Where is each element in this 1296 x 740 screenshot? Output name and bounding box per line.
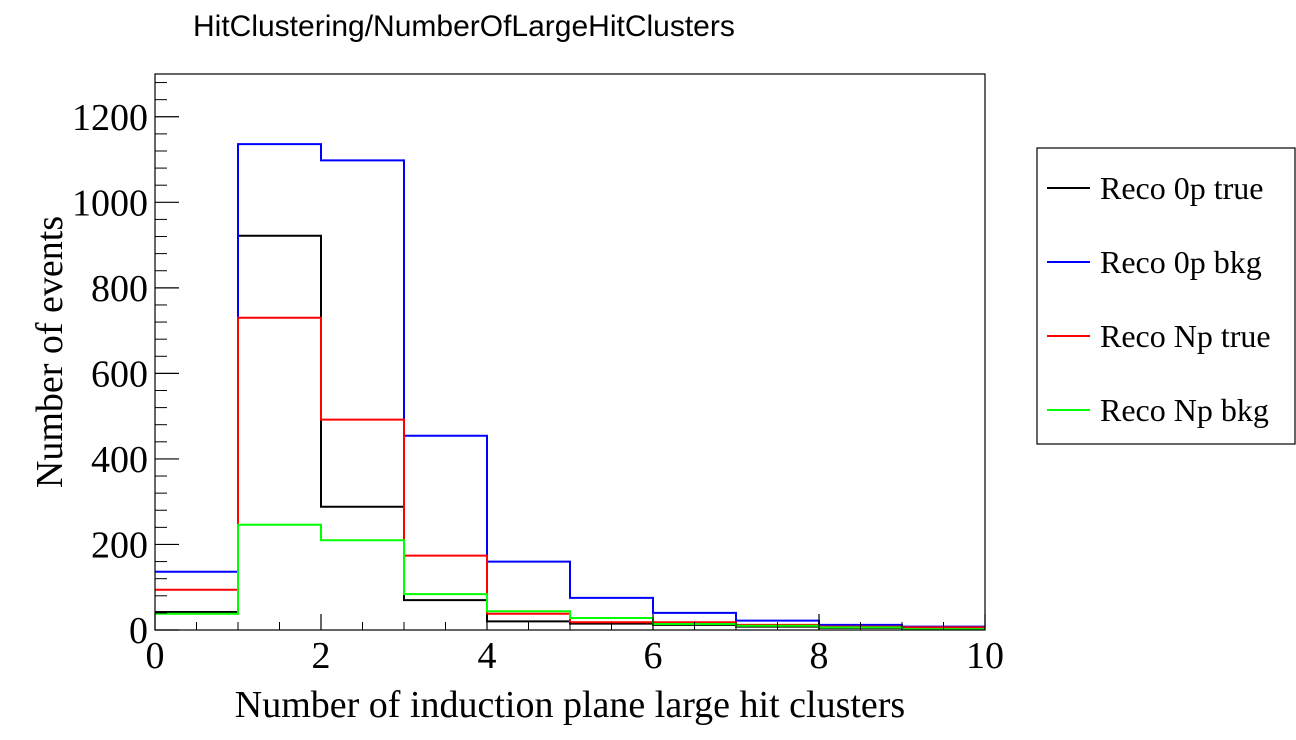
x-tick-label: 8 [810, 635, 829, 677]
series-layer [155, 143, 985, 631]
x-tick-label: 6 [644, 635, 663, 677]
legend: Reco 0p true Reco 0p bkg Reco Np true Reco … [1036, 147, 1296, 445]
legend-entries: Reco 0p true Reco 0p bkg Reco Np true Reco … [1047, 170, 1271, 428]
y-tick-label: 800 [91, 268, 148, 310]
y-axis-title: Number of events [29, 216, 71, 488]
x-tick-label: 0 [146, 635, 165, 677]
x-tick-label: 4 [478, 635, 497, 677]
legend-label-3: Reco Np bkg [1100, 392, 1269, 428]
series-line-1 [155, 143, 985, 628]
y-tick-label: 400 [91, 439, 148, 481]
y-tick-label: 600 [91, 353, 148, 395]
y-tick-label: 1000 [72, 182, 148, 224]
axis-layer: 0 2 4 6 8 10 0 200 400 600 800 1000 1200 [72, 82, 1004, 677]
x-tick-label: 2 [312, 635, 331, 677]
x-axis-title: Number of induction plane large hit clus… [235, 684, 905, 726]
plot-frame [154, 73, 986, 631]
x-tick-label: 10 [966, 635, 1004, 677]
legend-box [1036, 147, 1296, 445]
y-tick-label: 200 [91, 524, 148, 566]
chart-title: HitClustering/NumberOfLargeHitClusters [193, 10, 735, 43]
legend-label-1: Reco 0p bkg [1100, 244, 1262, 280]
y-tick-label: 1200 [72, 97, 148, 139]
legend-label-2: Reco Np true [1100, 318, 1271, 354]
legend-label-0: Reco 0p true [1100, 170, 1264, 206]
y-tick-label: 0 [129, 610, 148, 652]
